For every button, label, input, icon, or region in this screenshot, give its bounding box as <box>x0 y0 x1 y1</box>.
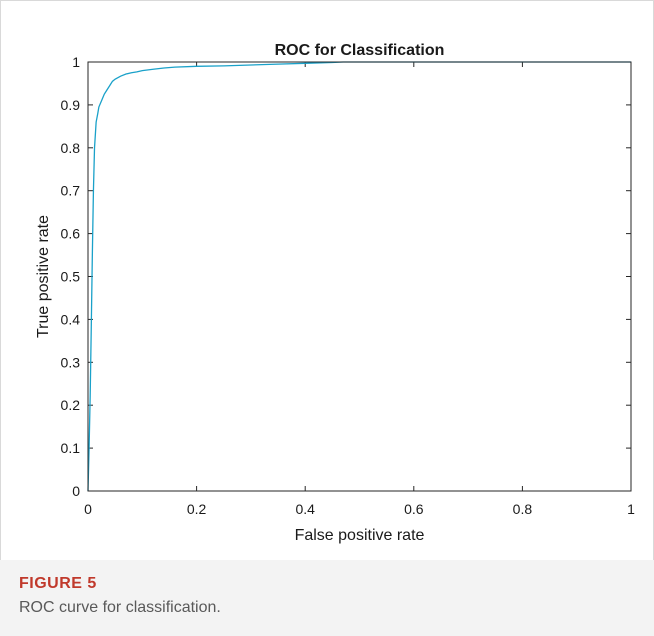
figure-label: FIGURE 5 <box>19 575 97 592</box>
x-tick-label: 0.2 <box>187 501 207 517</box>
y-tick-label: 0.6 <box>61 226 81 242</box>
chart-title: ROC for Classification <box>275 42 445 59</box>
y-axis-label: True positive rate <box>35 215 52 338</box>
caption-area <box>0 560 654 636</box>
y-tick-label: 0.4 <box>61 311 81 327</box>
y-tick-label: 0.9 <box>61 97 81 113</box>
roc-chart: 0 0.2 0.4 0.6 0.8 1 0 0.1 0.2 0.3 0.4 0.5 0.6 0.7 0.8 0… <box>35 42 636 544</box>
y-tick-label: 0 <box>72 483 80 499</box>
roc-curve-line <box>87 61 631 492</box>
plot-border <box>87 61 632 492</box>
x-tick-label: 0.4 <box>295 501 315 517</box>
plot-background <box>88 62 631 491</box>
x-tick-label: 1 <box>627 501 635 517</box>
y-tick-label: 0.7 <box>61 183 81 199</box>
y-tick-label: 0.2 <box>61 397 81 413</box>
x-tick-label: 0 <box>84 501 92 517</box>
y-tick-label: 0.5 <box>61 269 81 285</box>
y-tick-label: 0.8 <box>61 140 81 156</box>
x-tick-label: 0.8 <box>513 501 533 517</box>
y-tick-label: 1 <box>72 54 80 70</box>
y-tick-label: 0.1 <box>61 440 81 456</box>
tick-labels: 0 0.2 0.4 0.6 0.8 1 0 0.1 0.2 0.3 0.4 0.5 0.6 0.7 0.8 0… <box>61 54 636 517</box>
y-tick-label: 0.3 <box>61 354 81 370</box>
figure-caption: ROC curve for classification. <box>19 599 221 616</box>
x-axis-label: False positive rate <box>295 527 425 544</box>
x-tick-label: 0.6 <box>404 501 424 517</box>
